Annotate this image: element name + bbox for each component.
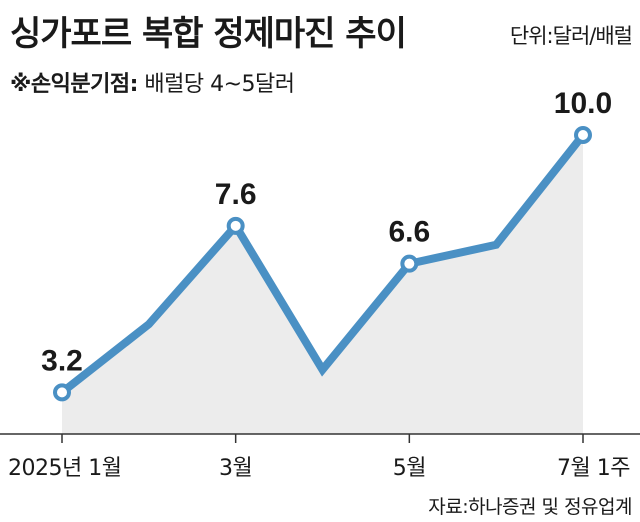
- unit-label: 단위:달러/배럴: [509, 24, 633, 48]
- breakeven-note-key: ※손익분기점:: [10, 72, 138, 97]
- data-label: 3.2: [41, 344, 83, 377]
- series-line: [59, 132, 587, 396]
- data-point-marker: [226, 216, 245, 235]
- x-axis: [0, 433, 640, 443]
- data-label: 10.0: [554, 87, 612, 120]
- data-point-marker: [53, 383, 71, 402]
- data-label: 6.6: [388, 216, 430, 249]
- data-point-marker: [400, 254, 419, 273]
- x-tick-label: 2025년 1월: [8, 456, 121, 481]
- x-tick-label: 7월 1주: [557, 456, 630, 481]
- data-label: 7.6: [215, 178, 257, 211]
- area-fill: [62, 135, 583, 434]
- tick-label-layer: 2025년 1월 3월 5월 7월 1주: [8, 456, 631, 481]
- data-point-marker: [574, 126, 592, 144]
- line-layer: [59, 132, 587, 396]
- chart-title: 싱가포르 복합 정제마진 추이: [10, 14, 407, 54]
- data-label-layer: 3.2 7.6 6.6 10.0: [41, 87, 612, 377]
- source-note: 자료:하나증권 및 정유업계: [428, 496, 632, 518]
- x-tick-label: 5월: [393, 456, 426, 481]
- breakeven-note-value: 배럴당 4~5달러: [144, 72, 295, 97]
- breakeven-note: ※손익분기점: 배럴당 4~5달러: [10, 66, 295, 98]
- x-tick-label: 3월: [219, 456, 252, 481]
- area-layer: [62, 135, 583, 434]
- marker-layer: [53, 126, 592, 402]
